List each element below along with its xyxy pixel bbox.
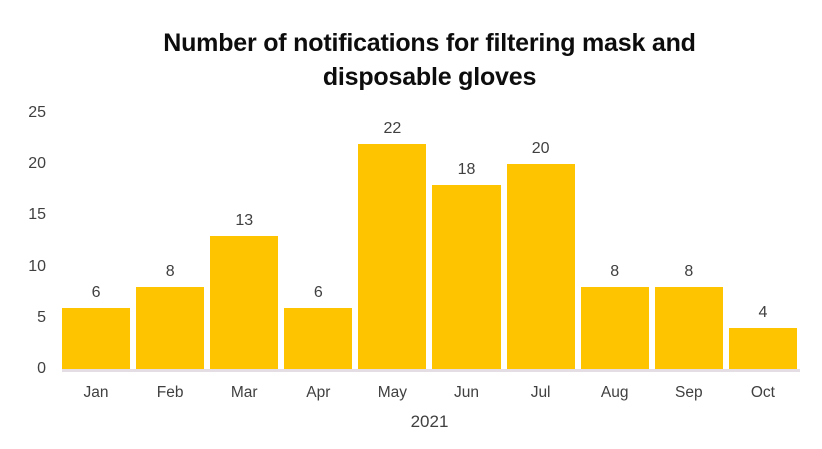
y-tick-label: 10: [28, 258, 46, 275]
x-tick-label-feb: Feb: [156, 384, 184, 401]
chart-title: Number of notifications for filtering ma…: [62, 26, 797, 94]
bar-jul[interactable]: 20: [506, 113, 575, 369]
bar-value-label: 6: [313, 284, 323, 301]
bar-value-label: 8: [684, 263, 694, 280]
bar-oct[interactable]: 4: [728, 113, 797, 369]
chart-title-line-1: Number of notifications for filtering ma…: [163, 29, 696, 57]
bar-rect-oct[interactable]: [728, 328, 797, 369]
bar-jan[interactable]: 6: [62, 113, 131, 369]
y-tick-label: 0: [37, 360, 46, 377]
bar-value-label: 13: [235, 212, 254, 229]
bar-rect-may[interactable]: [358, 144, 427, 369]
bar-rect-feb[interactable]: [136, 287, 205, 369]
bar-value-label: 6: [91, 284, 101, 301]
bar-value-label: 20: [531, 140, 550, 157]
bar-value-label: 18: [457, 161, 476, 178]
x-axis-labels: Jan Feb Mar Apr May Jun Jul Aug Sep Oct: [62, 383, 797, 402]
bar-mar[interactable]: 13: [210, 113, 279, 369]
plot-area: 6 8 13 6 22 18 20 8 8 4: [62, 113, 797, 369]
bar-jun[interactable]: 18: [432, 113, 501, 369]
x-tick-label-oct: Oct: [750, 384, 775, 401]
chart-title-line-2: disposable gloves: [322, 63, 537, 91]
bar-rect-jul[interactable]: [506, 164, 575, 369]
bar-aug[interactable]: 8: [580, 113, 649, 369]
y-tick-label: 25: [28, 104, 46, 121]
y-tick-label: 5: [37, 309, 46, 326]
x-tick-label-jan: Jan: [83, 384, 109, 401]
bar-rect-jun[interactable]: [432, 185, 501, 369]
x-tick-label-may: May: [377, 384, 408, 401]
y-axis: 0 5 10 15 20 25: [0, 0, 48, 449]
bar-apr[interactable]: 6: [284, 113, 353, 369]
y-tick-label: 15: [28, 206, 46, 223]
bar-may[interactable]: 22: [358, 113, 427, 369]
bar-rect-mar[interactable]: [210, 236, 279, 369]
x-axis-title: 2021: [410, 412, 449, 431]
y-tick-label: 20: [28, 155, 46, 172]
bar-rect-jan[interactable]: [62, 308, 131, 369]
bar-rect-apr[interactable]: [284, 308, 353, 369]
x-tick-label-apr: Apr: [306, 384, 331, 401]
bar-sep[interactable]: 8: [654, 113, 723, 369]
x-axis-line: [62, 369, 800, 372]
bar-rect-sep[interactable]: [654, 287, 723, 369]
x-tick-label-mar: Mar: [230, 384, 258, 401]
bar-value-label: 8: [165, 263, 175, 280]
bar-value-label: 4: [758, 304, 768, 321]
x-tick-label-jul: Jul: [530, 384, 551, 401]
bar-value-label: 8: [610, 263, 620, 280]
x-tick-label-aug: Aug: [600, 384, 629, 401]
x-tick-label-sep: Sep: [675, 384, 703, 401]
x-tick-label-jun: Jun: [454, 384, 480, 401]
bar-feb[interactable]: 8: [136, 113, 205, 369]
bar-value-label: 22: [383, 120, 402, 137]
bar-rect-aug[interactable]: [580, 287, 649, 369]
